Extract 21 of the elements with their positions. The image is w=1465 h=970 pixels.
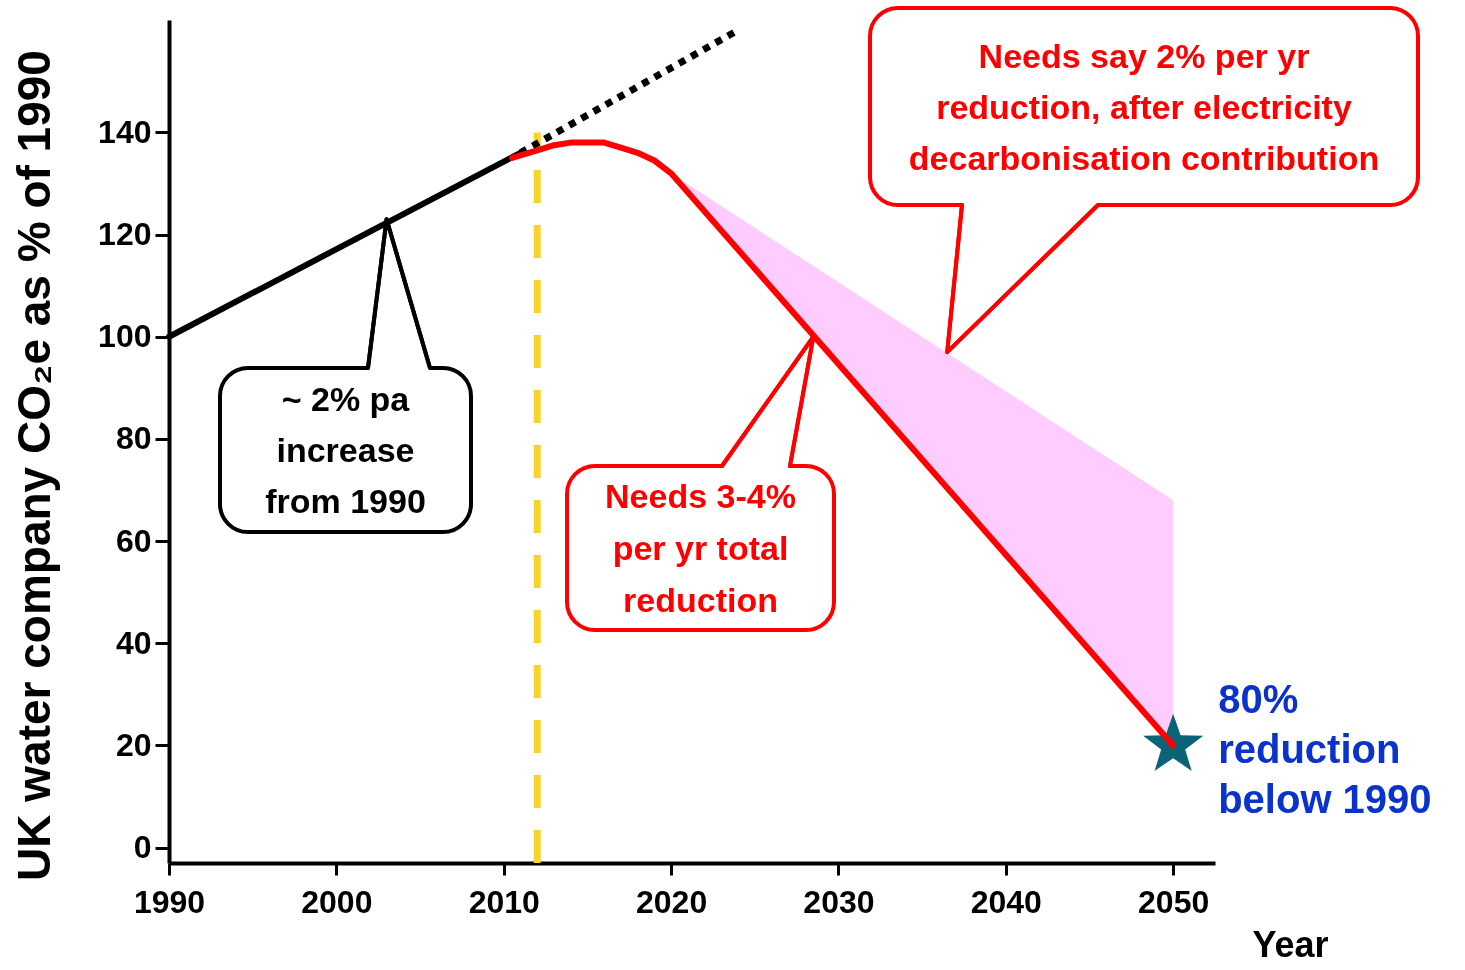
x-tick-label: 2050 — [1138, 883, 1210, 920]
x-tick-label: 2000 — [301, 883, 373, 920]
y-tick-label: 120 — [98, 216, 152, 253]
x-tick-label: 2010 — [468, 883, 540, 920]
annotation: Needs 3-4% per yr total reduction — [605, 477, 796, 620]
y-tick-label: 20 — [115, 726, 152, 763]
y-tick-label: 40 — [115, 624, 152, 661]
x-tick-label: 2030 — [803, 883, 875, 920]
y-tick-label: 80 — [115, 420, 152, 457]
annotation: 80% reduction below 1990 — [1218, 677, 1432, 822]
x-axis-title: Year — [1252, 923, 1329, 965]
y-tick-label: 140 — [98, 113, 152, 150]
x-tick-label: 2040 — [970, 883, 1042, 920]
y-axis-title: UK water company CO₂e as % of 1990 — [7, 50, 60, 881]
annotation: Needs say 2% per yr reduction, after electricity decarbonisation contribution — [908, 36, 1380, 177]
x-tick-label: 1990 — [133, 883, 206, 920]
x-tick-label: 2020 — [635, 883, 708, 920]
y-tick-label: 100 — [98, 318, 152, 355]
y-tick-label: 0 — [133, 829, 152, 866]
annotation: ~ 2% pa increase from 1990 — [265, 380, 426, 521]
y-tick-label: 60 — [115, 522, 152, 559]
